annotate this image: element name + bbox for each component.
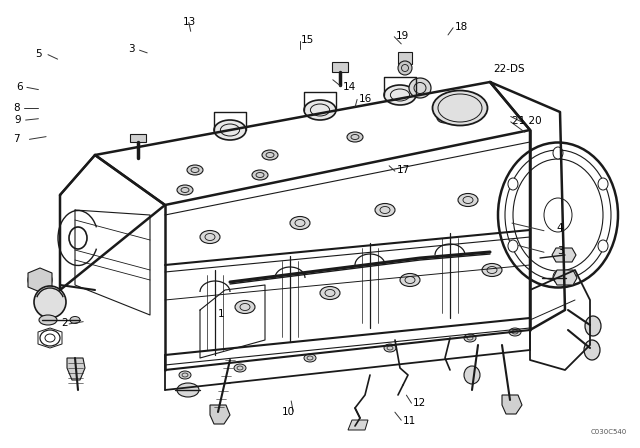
- Ellipse shape: [553, 147, 563, 159]
- Ellipse shape: [179, 371, 191, 379]
- Text: 3: 3: [557, 246, 563, 256]
- Ellipse shape: [70, 316, 80, 323]
- Ellipse shape: [234, 364, 246, 372]
- Text: C030C540: C030C540: [591, 429, 627, 435]
- Polygon shape: [130, 134, 146, 142]
- Text: 12: 12: [413, 398, 426, 408]
- Polygon shape: [348, 420, 368, 430]
- Ellipse shape: [28, 270, 52, 290]
- Text: 11: 11: [403, 416, 417, 426]
- Ellipse shape: [400, 273, 420, 287]
- Text: 1: 1: [218, 309, 224, 319]
- Text: 5: 5: [35, 49, 42, 59]
- Ellipse shape: [235, 301, 255, 314]
- Ellipse shape: [553, 271, 563, 283]
- Polygon shape: [210, 405, 230, 424]
- Ellipse shape: [464, 334, 476, 342]
- Ellipse shape: [398, 61, 412, 75]
- Ellipse shape: [482, 263, 502, 276]
- Text: 7: 7: [13, 134, 19, 144]
- Ellipse shape: [437, 113, 453, 123]
- Ellipse shape: [177, 185, 193, 195]
- Text: 10: 10: [282, 407, 295, 417]
- Text: 3: 3: [128, 44, 134, 54]
- Text: 13: 13: [182, 17, 196, 26]
- Ellipse shape: [508, 178, 518, 190]
- Text: 14: 14: [342, 82, 356, 92]
- Ellipse shape: [409, 78, 431, 98]
- Ellipse shape: [262, 150, 278, 160]
- Ellipse shape: [384, 344, 396, 352]
- Ellipse shape: [347, 132, 363, 142]
- Ellipse shape: [39, 315, 57, 325]
- Ellipse shape: [509, 328, 521, 336]
- Polygon shape: [398, 52, 412, 64]
- Ellipse shape: [69, 227, 87, 249]
- Ellipse shape: [464, 366, 480, 384]
- Polygon shape: [552, 248, 576, 262]
- Ellipse shape: [187, 165, 203, 175]
- Polygon shape: [332, 62, 348, 72]
- Text: 19: 19: [396, 31, 409, 41]
- Ellipse shape: [320, 287, 340, 300]
- Ellipse shape: [252, 170, 268, 180]
- Text: 6: 6: [16, 82, 22, 92]
- Ellipse shape: [375, 203, 395, 216]
- Text: 16: 16: [358, 94, 372, 103]
- Ellipse shape: [34, 286, 66, 318]
- Polygon shape: [28, 268, 52, 292]
- Polygon shape: [553, 270, 577, 285]
- Text: 22-DS: 22-DS: [493, 65, 524, 74]
- Text: 9: 9: [14, 115, 20, 125]
- Polygon shape: [502, 395, 522, 414]
- Text: 17: 17: [397, 165, 410, 175]
- Text: 18: 18: [454, 22, 468, 32]
- Ellipse shape: [508, 240, 518, 252]
- Ellipse shape: [584, 340, 600, 360]
- Text: 15: 15: [301, 35, 314, 45]
- Ellipse shape: [304, 100, 336, 120]
- Ellipse shape: [304, 354, 316, 362]
- Ellipse shape: [177, 383, 199, 397]
- Ellipse shape: [384, 85, 416, 105]
- Ellipse shape: [585, 316, 601, 336]
- Ellipse shape: [290, 216, 310, 229]
- Text: 8: 8: [13, 103, 19, 112]
- Ellipse shape: [433, 90, 488, 125]
- Ellipse shape: [458, 194, 478, 207]
- Text: 21 20: 21 20: [512, 116, 541, 126]
- Ellipse shape: [200, 231, 220, 244]
- Ellipse shape: [214, 120, 246, 140]
- Ellipse shape: [598, 178, 608, 190]
- Text: 4: 4: [557, 224, 563, 233]
- Polygon shape: [67, 358, 85, 380]
- Ellipse shape: [598, 240, 608, 252]
- Text: 2: 2: [61, 318, 67, 327]
